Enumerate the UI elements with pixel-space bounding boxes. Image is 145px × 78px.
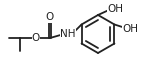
Text: OH: OH [107, 4, 123, 14]
Text: O: O [46, 12, 54, 22]
Text: O: O [32, 33, 40, 43]
Text: OH: OH [123, 23, 138, 33]
Text: NH: NH [60, 29, 76, 39]
